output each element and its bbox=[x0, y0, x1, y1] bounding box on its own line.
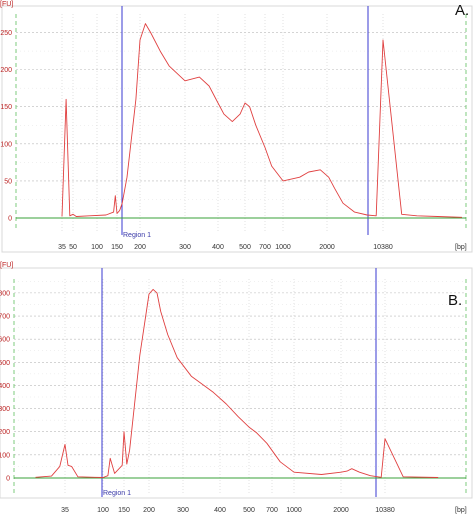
x-tick-label: 300 bbox=[179, 244, 191, 251]
x-unit-label: [bp] bbox=[455, 244, 467, 251]
region-label: Region 1 bbox=[103, 490, 131, 497]
y-tick-label: 0 bbox=[6, 476, 10, 483]
y-tick-label: 250 bbox=[0, 30, 12, 37]
x-tick-label: 35 bbox=[61, 507, 69, 514]
x-tick-label: 35 bbox=[58, 244, 66, 251]
x-tick-label: 50 bbox=[69, 244, 77, 251]
x-tick-label: 1000 bbox=[275, 244, 291, 251]
region-label: Region 1 bbox=[123, 232, 151, 239]
series-trace bbox=[61, 23, 463, 218]
series-trace bbox=[35, 288, 439, 478]
x-tick-label: 400 bbox=[212, 244, 224, 251]
x-tick-label: 400 bbox=[214, 507, 226, 514]
x-tick-label: 700 bbox=[266, 507, 278, 514]
x-tick-label: 150 bbox=[118, 507, 130, 514]
y-tick-label: 700 bbox=[0, 314, 10, 321]
panel-frame bbox=[1, 5, 473, 253]
x-tick-label: 500 bbox=[243, 507, 255, 514]
y-tick-label: 100 bbox=[0, 452, 10, 459]
x-tick-label: 10380 bbox=[373, 244, 393, 251]
x-tick-label: 100 bbox=[91, 244, 103, 251]
y-tick-label: 200 bbox=[0, 429, 10, 436]
y-tick-label: 100 bbox=[0, 141, 12, 148]
x-tick-label: 300 bbox=[177, 507, 189, 514]
panel-frame bbox=[0, 267, 473, 499]
x-tick-label: 2000 bbox=[319, 244, 335, 251]
y-tick-label: 300 bbox=[0, 406, 10, 413]
x-unit-label: [bp] bbox=[455, 507, 467, 514]
y-tick-label: 500 bbox=[0, 360, 10, 367]
y-tick-label: 400 bbox=[0, 383, 10, 390]
x-tick-label: 2000 bbox=[333, 507, 349, 514]
y-tick-label: 800 bbox=[0, 290, 10, 297]
x-tick-label: 10380 bbox=[375, 507, 395, 514]
x-tick-label: 150 bbox=[111, 244, 123, 251]
y-tick-label: 50 bbox=[4, 178, 12, 185]
x-tick-label: 700 bbox=[259, 244, 271, 251]
x-tick-label: 1000 bbox=[286, 507, 302, 514]
x-tick-label: 100 bbox=[97, 507, 109, 514]
chart-panel-b: 0 100 200 300 400 500 600 700 800 35 100 150 200 300 4… bbox=[0, 262, 473, 514]
x-tick-label: 500 bbox=[239, 244, 251, 251]
x-tick-label: 200 bbox=[134, 244, 146, 251]
panel-label: B. bbox=[448, 292, 462, 309]
y-unit-label: [FU] bbox=[0, 262, 13, 269]
y-tick-label: 0 bbox=[8, 216, 12, 223]
y-unit-label: [FU] bbox=[0, 1, 13, 8]
y-tick-label: 200 bbox=[0, 67, 12, 74]
y-tick-label: 600 bbox=[0, 337, 10, 344]
y-tick-label: 150 bbox=[0, 104, 12, 111]
panel-label: A. bbox=[455, 2, 469, 19]
x-tick-label: 200 bbox=[143, 507, 155, 514]
